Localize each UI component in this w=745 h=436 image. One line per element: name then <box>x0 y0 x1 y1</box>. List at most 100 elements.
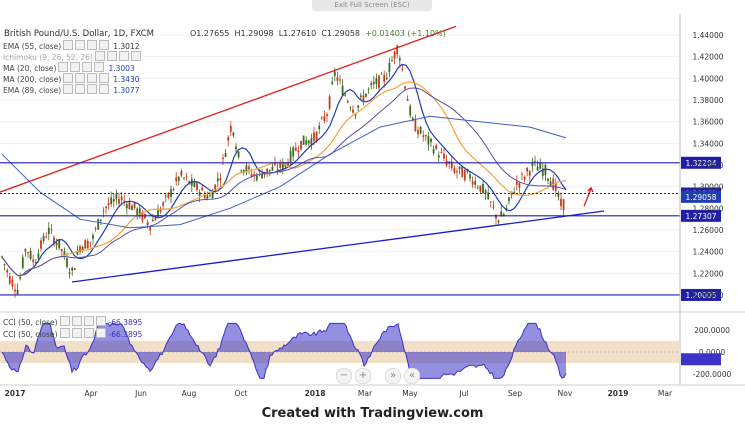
candle-body <box>120 196 123 201</box>
settings-icon[interactable] <box>75 84 86 94</box>
candle-body <box>216 178 219 182</box>
more-icon[interactable] <box>99 40 110 50</box>
ema89-line <box>1 87 567 277</box>
candles-layer <box>1 44 565 298</box>
level-label-bg <box>681 190 721 203</box>
indicator-ichimoku[interactable]: Ichimoku (9, 26, 52, 26) <box>3 51 141 62</box>
eye-icon[interactable] <box>63 73 74 83</box>
candle-body <box>60 249 63 252</box>
candle-body <box>544 165 547 176</box>
candle-body <box>58 239 61 249</box>
eye-icon[interactable] <box>59 328 70 338</box>
candle-body <box>128 202 131 209</box>
candle-body <box>55 243 58 246</box>
eye-icon[interactable] <box>59 316 70 326</box>
more-icon[interactable] <box>95 316 106 326</box>
settings-icon[interactable] <box>71 316 82 326</box>
candle-body <box>411 117 414 121</box>
time-tick-label: Apr <box>85 389 99 398</box>
ma200-line <box>1 115 567 229</box>
close-icon[interactable] <box>118 51 129 61</box>
candle-body <box>276 169 279 171</box>
scroll-back-button[interactable]: « <box>404 368 420 384</box>
footer-credit: Created with Tradingview.com <box>261 406 484 421</box>
zoom-in-button[interactable]: + <box>355 368 371 384</box>
candle-body <box>266 168 269 174</box>
candle-body <box>453 168 456 173</box>
price-tick-label: 1.20000 <box>692 291 723 300</box>
candle-body <box>323 116 326 121</box>
candle-body <box>242 169 245 173</box>
candle-body <box>479 185 482 192</box>
candle-body <box>318 125 321 130</box>
candle-body <box>404 86 406 89</box>
more-icon[interactable] <box>99 73 110 83</box>
price-tick-label: 1.30000 <box>692 183 723 192</box>
candle-body <box>42 235 45 242</box>
more-icon[interactable] <box>94 62 105 72</box>
candle-body <box>539 162 542 169</box>
price-tick-label: 1.22000 <box>692 269 723 278</box>
indicator-ma20[interactable]: MA (20, close) 1.3003 <box>3 62 135 73</box>
zoom-out-button[interactable]: − <box>336 368 352 384</box>
price-axis[interactable]: 1.44000 1.42000 1.40000 1.38000 1.36000 1.340… <box>679 14 724 385</box>
candle-body <box>422 135 425 137</box>
eye-icon[interactable] <box>63 84 74 94</box>
more-icon[interactable] <box>130 51 141 61</box>
trendlines-layer <box>0 25 605 283</box>
more-icon[interactable] <box>95 328 106 338</box>
scroll-forward-button[interactable]: » <box>385 368 401 384</box>
level-label: 1.32204 <box>685 159 716 168</box>
candle-body <box>367 88 370 90</box>
time-tick-label: 2019 <box>608 389 629 398</box>
exit-fullscreen-button[interactable]: Exit Full Screen (ESC) <box>312 0 432 11</box>
candle-body <box>414 119 417 132</box>
settings-icon[interactable] <box>71 328 82 338</box>
candle-body <box>94 228 97 230</box>
candle-body <box>341 85 344 96</box>
cci-fill <box>2 323 566 379</box>
candle-body <box>424 134 427 137</box>
settings-icon[interactable] <box>75 40 86 50</box>
candle-body <box>274 162 276 165</box>
close-icon[interactable] <box>87 84 98 94</box>
time-tick-label: 2017 <box>5 389 26 398</box>
price-tick-label: 1.26000 <box>692 226 723 235</box>
eye-icon[interactable] <box>58 62 69 72</box>
close-icon[interactable] <box>87 73 98 83</box>
cci-pane: 200.0000 0.0000 -200.0000 <box>0 311 745 379</box>
settings-icon[interactable] <box>75 73 86 83</box>
ohlc-close: C1.29058 <box>321 29 360 38</box>
candle-body <box>557 192 560 197</box>
more-icon[interactable] <box>99 84 110 94</box>
indicator-ema89[interactable]: EMA (89, close) 1.3077 <box>3 84 140 95</box>
close-icon[interactable] <box>87 40 98 50</box>
candle-body <box>151 219 154 222</box>
candle-body <box>388 62 391 73</box>
close-icon[interactable] <box>83 328 94 338</box>
candle-body <box>378 75 380 89</box>
indicator-ma200[interactable]: MA (200, close) 1.3430 <box>3 73 140 84</box>
eye-icon[interactable] <box>63 40 74 50</box>
ma20-line <box>1 63 567 277</box>
candle-body <box>331 81 334 84</box>
level-label-bg <box>681 209 721 222</box>
close-icon[interactable] <box>82 62 93 72</box>
settings-icon[interactable] <box>106 51 117 61</box>
settings-icon[interactable] <box>70 62 81 72</box>
close-icon[interactable] <box>83 316 94 326</box>
indicator-cci-2[interactable]: CCI (50, close) -66.3895 <box>3 328 143 339</box>
time-axis[interactable]: 2017 Apr Jun Aug Oct 2018 Mar May Jul Sep Nov 2019 M… <box>0 384 745 398</box>
eye-icon[interactable] <box>94 51 105 61</box>
candle-body <box>27 252 29 254</box>
candle-body <box>118 198 120 204</box>
time-tick-label: Mar <box>358 389 373 398</box>
indicator-cci-1[interactable]: CCI (50, close) -66.3895 <box>3 316 143 327</box>
candle-body <box>437 155 440 158</box>
candle-body <box>248 166 250 170</box>
candle-body <box>268 169 271 172</box>
candle-body <box>541 168 544 176</box>
indicator-ema55[interactable]: EMA (55, close) 1.3012 <box>3 40 140 51</box>
